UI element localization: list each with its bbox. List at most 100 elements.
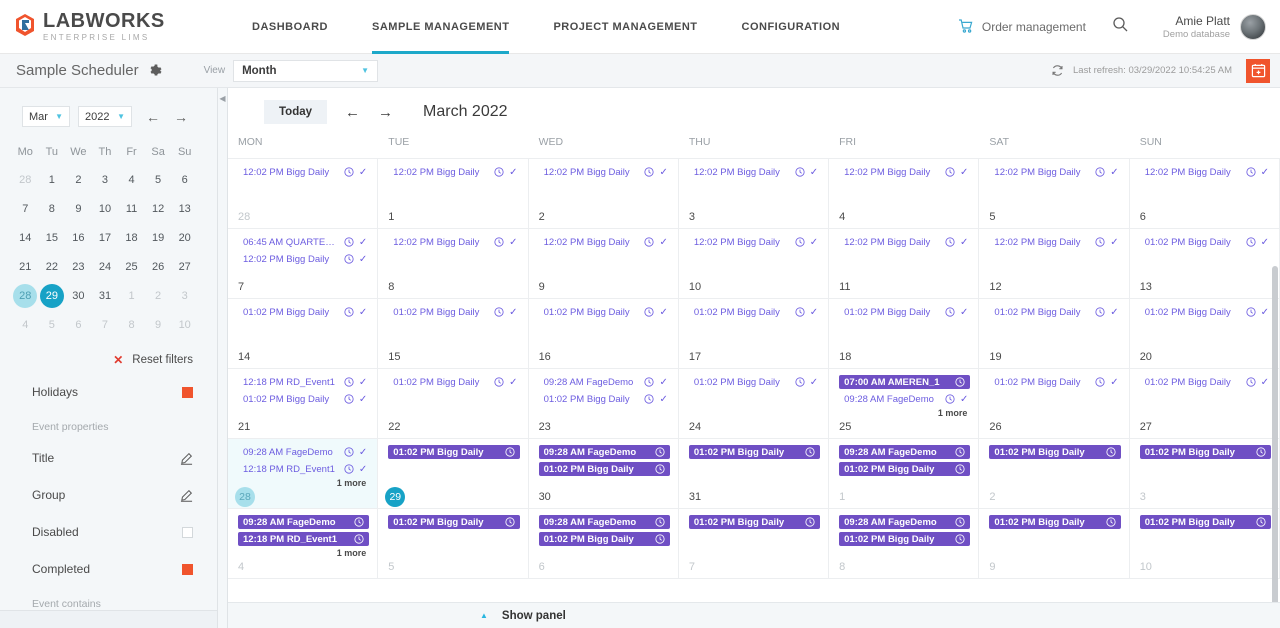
add-scheduled-event-button[interactable] [1246, 58, 1270, 83]
mini-day-cell[interactable]: 27 [178, 260, 191, 273]
mini-day-cell[interactable]: 4 [22, 318, 29, 331]
calendar-event[interactable]: 09:28 AM FageDemo [839, 515, 971, 529]
calendar-day-number[interactable]: 28 [238, 211, 251, 223]
mini-day-cell[interactable]: 12 [151, 202, 165, 215]
mini-day-cell[interactable]: 20 [178, 231, 191, 244]
calendar-day-cell[interactable]: 01:02 PM Bigg Daily 5 [378, 509, 529, 578]
calendar-event[interactable]: 12:02 PM Bigg Daily ✓ [388, 165, 519, 179]
calendar-event[interactable]: 09:28 AM FageDemo ✓ [238, 445, 369, 459]
calendar-event[interactable]: 06:45 AM QUARTERLY... ✓ [238, 235, 369, 249]
calendar-event[interactable]: 01:02 PM Bigg Daily ✓ [989, 375, 1120, 389]
pencil-icon[interactable] [180, 489, 193, 502]
calendar-day-number[interactable]: 7 [238, 281, 245, 293]
calendar-day-number[interactable]: 9 [538, 281, 545, 293]
pencil-icon[interactable] [180, 452, 193, 465]
calendar-event[interactable]: 01:02 PM Bigg Daily ✓ [388, 305, 519, 319]
calendar-day-cell[interactable]: 01:02 PM Bigg Daily ✓ 26 [979, 369, 1130, 438]
calendar-day-number[interactable]: 22 [388, 421, 401, 433]
mini-day-cell[interactable]: 10 [178, 318, 191, 331]
mini-day-cell[interactable]: 25 [125, 260, 138, 273]
mini-day-cell[interactable]: 3 [101, 173, 109, 186]
mini-year-select[interactable]: 2022 ▼ [78, 106, 132, 127]
calendar-event[interactable]: 12:02 PM Bigg Daily ✓ [689, 235, 820, 249]
calendar-day-number[interactable]: 4 [238, 561, 245, 573]
avatar[interactable] [1240, 14, 1266, 40]
calendar-prev-arrow[interactable]: ← [345, 103, 361, 121]
mini-day-cell[interactable]: 29 [39, 281, 66, 310]
calendar-more-events-link[interactable]: 1 more [937, 408, 968, 418]
mini-day-cell[interactable]: 4 [128, 173, 135, 186]
calendar-day-number[interactable]: 27 [1139, 421, 1152, 433]
calendar-day-number[interactable]: 10 [688, 281, 702, 293]
refresh-icon[interactable] [1051, 64, 1064, 77]
mini-day-cell[interactable]: 11 [125, 202, 138, 215]
calendar-day-number[interactable]: 20 [1139, 351, 1152, 363]
calendar-day-cell[interactable]: 01:02 PM Bigg Daily 9 [979, 509, 1130, 578]
filter-row-holidays[interactable]: Holidays [0, 380, 217, 404]
calendar-event[interactable]: 12:18 PM RD_Event1 ✓ [238, 462, 369, 476]
calendar-event[interactable]: 01:02 PM Bigg Daily ✓ [539, 305, 670, 319]
calendar-event[interactable]: 01:02 PM Bigg Daily ✓ [1140, 375, 1271, 389]
calendar-event[interactable]: 01:02 PM Bigg Daily ✓ [989, 305, 1120, 319]
calendar-day-number[interactable]: 2 [538, 211, 545, 223]
mini-day-cell[interactable]: 21 [19, 260, 32, 273]
calendar-event[interactable]: 01:02 PM Bigg Daily ✓ [1140, 305, 1271, 319]
mini-next-month-arrow[interactable]: → [174, 108, 188, 125]
checkbox[interactable] [182, 526, 193, 538]
mini-day-cell[interactable]: 18 [125, 231, 138, 244]
calendar-event[interactable]: 12:02 PM Bigg Daily ✓ [1140, 165, 1271, 179]
calendar-day-number[interactable]: 6 [1139, 211, 1146, 223]
mini-day-cell[interactable]: 6 [181, 173, 188, 186]
calendar-day-cell[interactable]: 09:28 AM FageDemo 01:02 PM Bigg Daily 30 [529, 439, 679, 508]
mini-day-cell[interactable]: 30 [72, 289, 85, 302]
calendar-day-number[interactable]: 6 [538, 561, 545, 573]
color-swatch[interactable] [182, 386, 193, 398]
calendar-more-events-link[interactable]: 1 more [336, 548, 367, 558]
mini-day-cell[interactable]: 3 [181, 289, 188, 302]
calendar-day-number[interactable]: 28 [235, 487, 255, 507]
mini-day-cell[interactable]: 17 [98, 231, 112, 244]
calendar-event[interactable]: 01:02 PM Bigg Daily ✓ [689, 305, 820, 319]
calendar-day-cell[interactable]: 09:28 AM FageDemo 12:18 PM RD_Event1 1 mor… [228, 509, 379, 578]
nav-tab-project-management[interactable]: PROJECT MANAGEMENT [553, 20, 698, 33]
mini-day-cell[interactable]: 15 [45, 231, 58, 244]
today-button[interactable]: Today [264, 100, 328, 124]
mini-day-cell[interactable]: 16 [72, 231, 85, 244]
calendar-event[interactable]: 01:02 PM Bigg Daily ✓ [238, 305, 369, 319]
calendar-day-cell[interactable]: 12:18 PM RD_Event1 ✓ 01:02 PM Bigg Daily ✓ 2… [228, 369, 379, 438]
calendar-event[interactable]: 01:02 PM Bigg Daily [538, 532, 670, 546]
calendar-day-cell[interactable]: 01:02 PM Bigg Daily 3 [1130, 439, 1280, 508]
mini-day-cell[interactable]: 28 [12, 281, 39, 310]
calendar-next-arrow[interactable]: → [378, 103, 394, 121]
calendar-day-number[interactable]: 21 [238, 421, 251, 433]
calendar-day-cell[interactable]: 09:28 AM FageDemo ✓ 01:02 PM Bigg Daily ✓ 23 [529, 369, 679, 438]
calendar-event[interactable]: 01:02 PM Bigg Daily [839, 532, 971, 546]
calendar-day-number[interactable]: 19 [989, 351, 1002, 363]
mini-day-cell[interactable]: 7 [22, 202, 29, 215]
calendar-event[interactable]: 12:02 PM Bigg Daily ✓ [539, 235, 670, 249]
calendar-event[interactable]: 01:02 PM Bigg Daily ✓ [1140, 235, 1271, 249]
calendar-event[interactable]: 09:28 AM FageDemo ✓ [539, 375, 670, 389]
calendar-event[interactable]: 01:02 PM Bigg Daily [388, 445, 520, 459]
calendar-event[interactable]: 09:28 AM FageDemo [538, 445, 670, 459]
calendar-day-number[interactable]: 3 [688, 211, 695, 223]
calendar-event[interactable]: 12:02 PM Bigg Daily ✓ [238, 252, 369, 266]
calendar-day-cell[interactable]: 09:28 AM FageDemo 01:02 PM Bigg Daily 1 [829, 439, 980, 508]
show-panel-button[interactable]: ▲ Show panel [228, 602, 1280, 628]
calendar-day-cell[interactable]: 09:28 AM FageDemo 01:02 PM Bigg Daily 6 [529, 509, 679, 578]
order-management-link[interactable]: Order management [958, 18, 1086, 37]
calendar-day-cell[interactable]: 12:02 PM Bigg Daily ✓ 1 [378, 159, 529, 228]
calendar-day-number[interactable]: 13 [1139, 281, 1152, 293]
calendar-day-number[interactable]: 5 [388, 561, 395, 573]
calendar-event[interactable]: 01:02 PM Bigg Daily [839, 462, 971, 476]
nav-tab-configuration[interactable]: CONFIGURATION [741, 20, 841, 33]
mini-day-cell[interactable]: 9 [155, 318, 162, 331]
mini-day-cell[interactable]: 13 [178, 202, 191, 215]
user-info[interactable]: Amie Platt Demo database [1163, 14, 1230, 41]
calendar-day-number[interactable]: 24 [688, 421, 702, 433]
mini-month-select[interactable]: Mar ▼ [22, 106, 70, 127]
calendar-day-cell[interactable]: 12:02 PM Bigg Daily ✓ 5 [979, 159, 1130, 228]
filter-row-group[interactable]: Group [0, 483, 217, 507]
calendar-day-cell[interactable]: 01:02 PM Bigg Daily 2 [979, 439, 1130, 508]
calendar-day-cell[interactable]: 01:02 PM Bigg Daily ✓ 19 [979, 299, 1130, 368]
